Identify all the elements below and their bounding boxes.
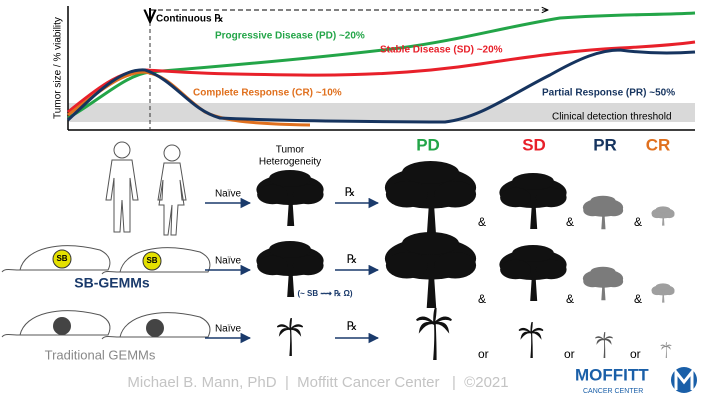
naive-label: Naïve: [215, 324, 242, 335]
continuous-label: Continuous ℞: [156, 14, 223, 25]
connector: or: [630, 347, 641, 361]
trees: [256, 161, 675, 360]
traditional-label: Traditional GEMMs: [45, 347, 156, 362]
connector: &: [634, 215, 642, 229]
sb-gemms-label: SB-GEMMs: [74, 275, 150, 291]
y-label: Tumor size / % viability: [53, 17, 64, 119]
pr-label: Partial Response (PR) ~50%: [542, 88, 675, 99]
mice: [1, 245, 211, 340]
logo-m: [674, 367, 694, 390]
connector: &: [478, 215, 486, 229]
sb-badge-text: SB: [146, 256, 157, 265]
connectors: & & & & & & or or or: [478, 215, 642, 361]
logo-name: MOFFITT: [575, 365, 649, 384]
sb-badge: [142, 251, 162, 271]
logo-sub: CANCER CENTER: [583, 388, 643, 395]
threshold-label: Clinical detection threshold: [552, 112, 672, 123]
rx-label: ℞: [347, 252, 358, 266]
outcome-header: PD: [416, 135, 440, 154]
outcome-header: CR: [646, 135, 671, 154]
treatment-note: (~ SB ⟿ ℞ Ω): [297, 289, 352, 298]
cr-label: Complete Response (CR) ~10%: [193, 88, 342, 99]
naive-label: Naïve: [215, 256, 242, 267]
curve-pd: [67, 11, 696, 120]
arrows: [205, 197, 380, 344]
sb-badge: [52, 249, 72, 269]
connector: &: [478, 292, 486, 306]
heterogeneity-label: Heterogeneity: [259, 157, 321, 168]
pd-label: Progressive Disease (PD) ~20%: [215, 31, 365, 42]
connector: or: [564, 347, 575, 361]
connector: &: [566, 292, 574, 306]
connector: &: [634, 292, 642, 306]
connector: or: [478, 347, 489, 361]
connector: &: [566, 215, 574, 229]
sb-badge-text: SB: [56, 254, 67, 263]
rx-label: ℞: [347, 319, 358, 333]
rx-label: ℞: [345, 185, 356, 199]
sd-label: Stable Disease (SD) ~20%: [380, 45, 503, 56]
footer: Michael B. Mann, PhD | Moffitt Cancer Ce…: [127, 374, 508, 391]
outcome-header: PR: [593, 135, 617, 154]
heterogeneity-label: Tumor: [276, 145, 305, 156]
tumor: [53, 317, 71, 335]
curve-pr: [66, 48, 696, 124]
naive-label: Naïve: [215, 189, 242, 200]
outcome-header: SD: [522, 135, 546, 154]
human-figures: [105, 141, 187, 236]
tumor: [146, 319, 164, 337]
